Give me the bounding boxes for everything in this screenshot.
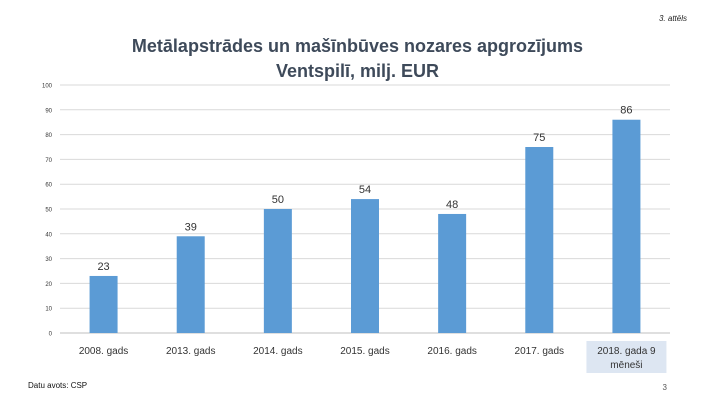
x-tick-label: 2013. gads: [166, 346, 216, 357]
bar: [263, 209, 292, 333]
y-tick-label: 50: [45, 208, 52, 214]
y-tick-label: 70: [45, 158, 52, 164]
page-number: 3: [662, 383, 667, 392]
bar: [525, 147, 554, 333]
source-note: Datu avots: CSP: [28, 381, 88, 390]
y-tick-label: 100: [42, 84, 53, 90]
x-tick-label: 2015. gads: [340, 346, 390, 357]
figure-label: 3. attēls: [658, 14, 687, 23]
x-tick-label: 2018. gada 9: [597, 346, 656, 357]
y-tick-label: 60: [45, 183, 52, 189]
data-label: 48: [446, 199, 458, 211]
bar: [176, 236, 205, 333]
category-highlight: [586, 341, 667, 373]
chart-title-block: Metālapstrādes un mašīnbūves nozares apg…: [0, 34, 715, 84]
bar: [612, 119, 641, 333]
x-tick-label: mēneši: [610, 360, 642, 371]
data-label: 23: [97, 261, 109, 273]
x-tick-label: 2017. gads: [515, 346, 565, 357]
data-label: 86: [620, 105, 632, 117]
y-tick-label: 40: [45, 232, 52, 238]
x-tick-label: 2014. gads: [253, 346, 303, 357]
y-tick-label: 10: [45, 307, 52, 313]
y-tick-label: 30: [45, 257, 52, 263]
x-tick-label: 2016. gads: [427, 346, 477, 357]
y-tick-label: 90: [45, 108, 52, 114]
y-tick-label: 0: [49, 332, 53, 338]
data-label: 54: [359, 184, 371, 196]
data-label: 75: [533, 132, 545, 144]
chart-subtitle: Ventspilī, milj. EUR: [275, 61, 440, 81]
bar: [351, 199, 379, 333]
bar: [89, 275, 118, 333]
y-tick-label: 80: [45, 133, 52, 139]
x-tick-label: 2008. gads: [79, 346, 129, 357]
data-label: 50: [272, 194, 284, 206]
bar: [438, 213, 467, 333]
chart-title: Metālapstrādes un mašīnbūves nozares apg…: [131, 36, 584, 56]
data-label: 39: [185, 221, 197, 233]
y-tick-label: 20: [45, 282, 52, 288]
